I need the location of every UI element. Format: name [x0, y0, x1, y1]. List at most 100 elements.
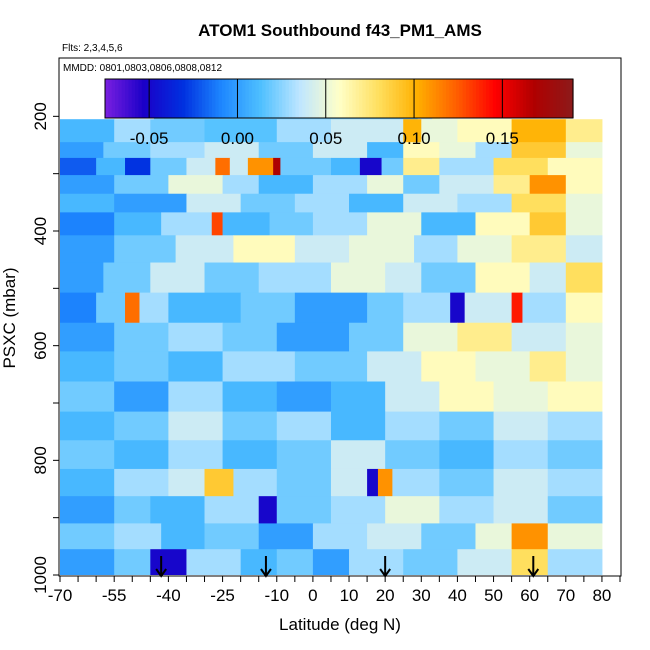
- heat-cell: [60, 193, 115, 213]
- chart-title: ATOM1 Southbound f43_PM1_AMS: [198, 21, 482, 40]
- colorbar-swatch: [482, 79, 487, 118]
- colorbar-swatch: [215, 79, 220, 118]
- heat-cell: [349, 193, 404, 213]
- heat-cell: [385, 381, 440, 413]
- x-tick-label: 80: [592, 586, 611, 605]
- heat-cell: [547, 549, 603, 575]
- heat-cell: [511, 119, 567, 143]
- heat-cell: [439, 175, 495, 195]
- heat-cell: [565, 235, 603, 264]
- colorbar-swatch: [155, 79, 160, 118]
- heat-cell: [60, 175, 115, 195]
- x-tick-label: -70: [48, 586, 73, 605]
- heat-cell: [493, 496, 549, 524]
- heat-cell: [276, 468, 332, 497]
- colorbar-swatch: [466, 79, 470, 118]
- colorbar-swatch: [282, 79, 287, 118]
- heat-cell: [385, 262, 422, 294]
- heat-cell: [403, 322, 458, 352]
- colorbar-swatch: [302, 79, 307, 118]
- heat-cell: [125, 157, 151, 176]
- heat-cell: [475, 212, 531, 236]
- colorbar-swatch: [362, 79, 367, 118]
- heat-cell: [565, 262, 603, 294]
- heat-cell: [450, 292, 466, 324]
- heat-cell: [114, 212, 162, 236]
- heat-cell: [247, 157, 274, 176]
- colorbar-swatch: [439, 79, 444, 118]
- colorbar-swatch: [258, 79, 263, 118]
- colorbar-swatch: [395, 79, 400, 118]
- colorbar-swatch: [158, 79, 163, 118]
- heat-cell: [168, 411, 224, 441]
- heat-cell: [414, 235, 458, 264]
- colorbar-swatch: [115, 79, 119, 118]
- heat-cell: [150, 262, 206, 294]
- heat-cell: [96, 292, 126, 324]
- heat-cell: [392, 468, 440, 497]
- heat-cell: [330, 496, 386, 524]
- heat-cell: [114, 496, 151, 524]
- heat-cell: [280, 157, 332, 176]
- heat-cell: [439, 496, 495, 524]
- heat-cell: [475, 142, 513, 159]
- y-tick-label: 400: [31, 217, 50, 245]
- heat-cell: [547, 496, 603, 524]
- colorbar-swatch: [218, 79, 223, 118]
- colorbar-swatch: [168, 79, 173, 118]
- colorbar-swatch: [275, 79, 280, 118]
- heat-cell: [168, 440, 224, 470]
- heat-cell: [294, 235, 350, 264]
- heat-cell: [312, 549, 350, 575]
- heat-cell: [222, 381, 278, 413]
- heat-cell: [204, 142, 260, 159]
- heat-cell: [269, 212, 314, 236]
- heat-cell: [385, 411, 440, 441]
- colorbar-swatch: [312, 79, 317, 118]
- heat-cell: [439, 142, 476, 159]
- colorbar-swatch: [419, 79, 424, 118]
- colorbar-swatch: [298, 79, 303, 118]
- heat-cell: [204, 468, 234, 497]
- colorbar-swatch: [165, 79, 170, 118]
- x-tick-label: -40: [156, 586, 181, 605]
- colorbar-swatch: [272, 79, 277, 118]
- heat-cell: [114, 322, 169, 352]
- colorbar-swatch: [208, 79, 213, 118]
- colorbar-swatch: [559, 79, 564, 118]
- heat-cell: [421, 212, 476, 236]
- heat-cell: [421, 351, 476, 382]
- colorbar-swatch: [108, 79, 113, 118]
- colorbar-swatch: [141, 79, 146, 118]
- heat-cell: [385, 496, 440, 524]
- heat-cell: [367, 292, 404, 324]
- colorbar-swatch: [355, 79, 360, 118]
- x-axis-label: Latitude (deg N): [279, 615, 401, 634]
- colorbar-swatch: [489, 79, 494, 118]
- heat-cell: [273, 157, 281, 176]
- heat-cell: [60, 523, 115, 550]
- latitude-arrow: [527, 556, 540, 578]
- chart-subtitle-dates: MMDD: 0801,0803,0806,0808,0812: [63, 63, 222, 74]
- heat-cell: [60, 119, 115, 143]
- heat-cell: [114, 193, 187, 213]
- colorbar-swatch: [305, 79, 310, 118]
- colorbar-swatch: [375, 79, 380, 118]
- colorbar-swatch: [191, 79, 196, 118]
- heat-cell: [215, 157, 231, 176]
- heat-cell: [186, 549, 242, 575]
- heat-cell: [276, 549, 314, 575]
- colorbar-swatch: [502, 79, 507, 118]
- colorbar-frame: [104, 78, 574, 119]
- heat-cell: [294, 351, 368, 382]
- colorbar-swatch: [542, 79, 547, 118]
- colorbar-swatch: [509, 79, 514, 118]
- heat-cell: [381, 157, 404, 176]
- heat-cell: [547, 381, 603, 413]
- y-tick-label: 600: [31, 331, 50, 359]
- heat-cell: [403, 549, 458, 575]
- heat-cell: [403, 292, 451, 324]
- heat-cell: [276, 440, 332, 470]
- heat-cell: [222, 175, 260, 195]
- colorbar-swatch: [479, 79, 484, 118]
